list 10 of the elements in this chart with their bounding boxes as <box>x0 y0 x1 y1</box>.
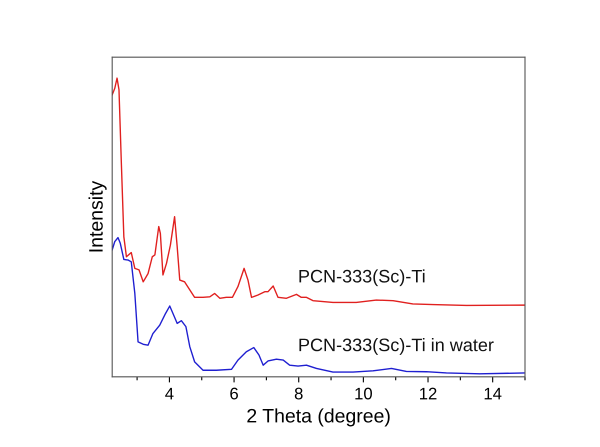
x-tick-label: 6 <box>230 388 238 400</box>
series-label: PCN-333(Sc)-Ti in water <box>299 338 494 355</box>
x-tick-label: 14 <box>484 388 502 400</box>
x-tick-label: 12 <box>420 388 436 400</box>
x-tick-label: 8 <box>294 388 303 400</box>
x-tick-label: 4 <box>165 388 174 400</box>
series-label: PCN-333(Sc)-Ti <box>299 269 424 286</box>
x-tick-label: 10 <box>355 388 372 400</box>
y-axis-title: Intensity <box>88 180 107 252</box>
x-axis-title: 2 Theta (degree) <box>247 408 390 426</box>
